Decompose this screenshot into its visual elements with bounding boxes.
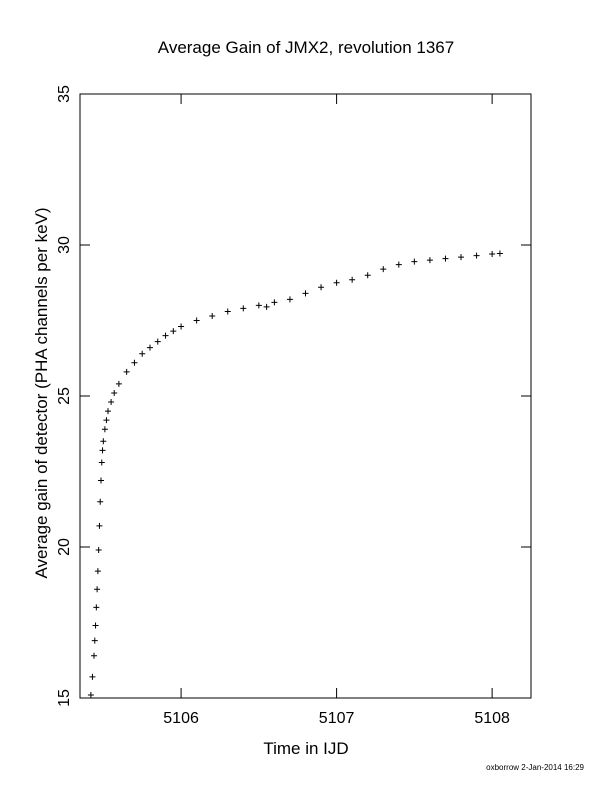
data-point [93,604,100,611]
data-point [91,637,98,644]
data-point [286,296,293,303]
data-point [96,522,103,529]
data-point [99,447,106,454]
x-tick-label: 5108 [474,710,510,727]
y-tick-label: 25 [56,387,73,405]
data-point [115,380,122,387]
x-tick-label: 5106 [163,710,199,727]
y-axis-label: Average gain of detector (PHA channels p… [32,207,51,578]
data-point [426,257,433,264]
data-point [146,344,153,351]
author-stamp: oxborrow 2-Jan-2014 16:29 [486,763,584,772]
data-point [97,477,104,484]
data-point [100,438,107,445]
data-point [364,272,371,279]
data-point [108,399,115,406]
data-point [101,426,108,433]
data-point [489,251,496,258]
y-tick-label: 30 [56,236,73,254]
data-point [87,691,94,698]
data-point [178,323,185,330]
data-point [333,279,340,286]
data-point [442,255,449,262]
data-point [240,305,247,312]
x-axis-label: Time in IJD [263,739,348,758]
data-point [473,252,480,259]
data-point [94,568,101,575]
data-point [89,673,96,680]
data-point [380,266,387,273]
data-point [131,359,138,366]
data-point [395,261,402,268]
data-point [98,459,105,466]
data-point [458,254,465,261]
data-point [92,622,99,629]
data-point [271,299,278,306]
data-point [123,368,130,375]
data-point [170,328,177,335]
data-point [162,332,169,339]
data-point [103,417,110,424]
y-tick-label: 15 [56,689,73,707]
data-point [90,652,97,659]
data-point [97,498,104,505]
data-point [154,338,161,345]
data-point [255,302,262,309]
data-point [224,308,231,315]
data-point [263,303,270,310]
data-point [139,350,146,357]
data-point [104,408,111,415]
y-axis-ticks: 15 20 25 30 35 [56,85,531,707]
plot-frame [79,93,532,699]
data-point [302,290,309,297]
chart-title: Average Gain of JMX2, revolution 1367 [158,38,454,57]
y-tick-label: 20 [56,538,73,556]
y-tick-label: 35 [56,85,73,103]
data-point [349,276,356,283]
data-point [411,258,418,265]
x-tick-label: 5107 [319,710,355,727]
data-point [496,250,503,257]
data-point [111,389,118,396]
data-points [87,250,503,698]
x-axis-ticks: 5106 5107 5108 [163,94,510,727]
data-point [318,284,325,291]
data-point [94,586,101,593]
data-point [209,312,216,319]
data-point [95,547,102,554]
data-point [193,317,200,324]
